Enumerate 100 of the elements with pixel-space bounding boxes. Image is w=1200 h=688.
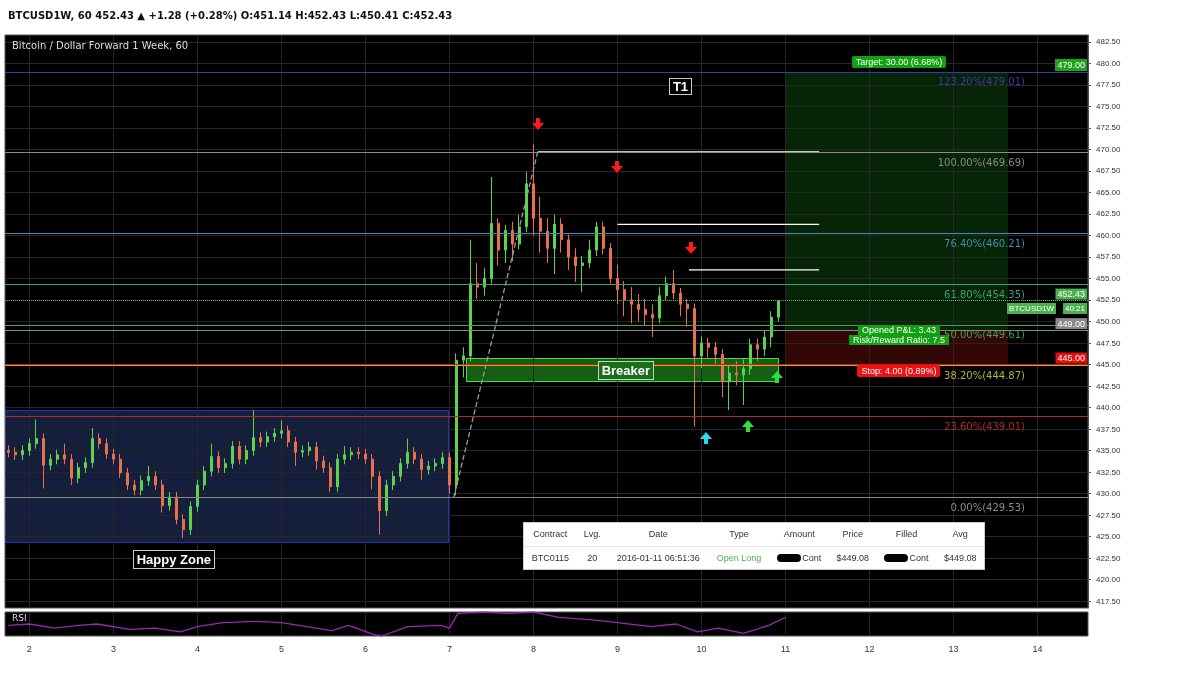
candlestick <box>707 337 710 359</box>
ref-line-label: 23.60%(439.01) <box>944 420 1026 432</box>
candlestick <box>595 221 598 257</box>
y-tick-label: 467.50 <box>1096 166 1122 176</box>
candlestick <box>231 440 234 470</box>
candlestick <box>112 448 115 465</box>
annotation: Price <box>842 529 864 540</box>
candlestick <box>357 446 360 460</box>
y-tick-label: 427.50 <box>1096 510 1122 520</box>
ref-line-label: 452.43 <box>1057 289 1085 300</box>
y-tick-label: 422.50 <box>1096 553 1122 563</box>
candlestick <box>441 451 444 470</box>
candlestick <box>224 457 227 474</box>
candlestick <box>679 287 682 317</box>
y-tick-label: 420.00 <box>1096 575 1122 585</box>
candlestick <box>658 286 661 324</box>
candlestick <box>259 431 262 448</box>
y-tick-label: 460.00 <box>1096 230 1122 240</box>
candlestick <box>413 446 416 465</box>
candlestick <box>385 479 388 517</box>
candlestick <box>273 427 276 443</box>
candlestick <box>287 425 290 448</box>
y-tick-label: 480.00 <box>1096 58 1122 68</box>
candlestick <box>329 462 332 493</box>
candlestick <box>476 262 479 300</box>
x-tick-label: 12 <box>864 643 875 654</box>
candlestick <box>567 234 570 271</box>
candlestick <box>126 467 129 491</box>
candlestick <box>574 247 577 283</box>
candlestick <box>525 171 528 233</box>
y-tick-label: 462.50 <box>1096 209 1122 219</box>
ref-line-label: 0.00%(429.53) <box>950 502 1026 514</box>
candlestick <box>98 432 101 450</box>
candlestick <box>154 470 157 491</box>
x-tick-label: 2 <box>26 643 32 654</box>
candlestick <box>651 303 654 338</box>
annotation: Filled <box>895 529 918 540</box>
y-tick-label: 457.50 <box>1096 252 1122 262</box>
candlestick <box>140 475 143 496</box>
candlestick <box>609 242 612 285</box>
candlestick <box>77 462 80 484</box>
candlestick <box>14 446 17 461</box>
candlestick <box>700 335 703 369</box>
candlestick <box>511 221 514 262</box>
y-tick-label: 442.50 <box>1096 381 1122 391</box>
annotation: Target: 30.00 (6.68%) <box>851 55 947 68</box>
candlestick <box>721 348 724 398</box>
candlestick <box>28 438 31 457</box>
candlestick <box>21 444 24 461</box>
y-tick-label: 470.00 <box>1096 144 1122 154</box>
candlestick <box>749 338 752 376</box>
candlestick <box>623 280 626 317</box>
candlestick <box>294 436 297 467</box>
y-tick-label: 452.50 <box>1096 295 1122 305</box>
candlestick <box>644 298 647 326</box>
candlestick <box>763 329 766 357</box>
candlestick <box>497 217 500 267</box>
candlestick <box>742 358 745 406</box>
candlestick <box>392 470 395 491</box>
candlestick <box>777 300 780 322</box>
candlestick <box>217 450 220 474</box>
candlestick <box>735 360 738 386</box>
candlestick <box>91 427 94 469</box>
candlestick <box>252 409 255 457</box>
annotation: Type <box>729 529 749 540</box>
annotation: Cont <box>802 552 822 563</box>
annotation: Date <box>648 529 668 540</box>
candlestick <box>315 441 318 470</box>
y-tick-label: 432.50 <box>1096 467 1122 477</box>
chart-subtitle: BTCUSD1W, 60 452.43 ▲ +1.28 (+0.28%) O:451.14 H:452.43 L:450.41 C:452.43 <box>8 10 453 21</box>
candlestick <box>203 465 206 491</box>
x-tick-label: 3 <box>110 643 116 654</box>
candlestick <box>588 239 591 269</box>
x-tick-label: 4 <box>194 643 200 654</box>
annotation: Open Long <box>716 552 762 563</box>
candlestick <box>714 341 717 366</box>
x-tick-label: 14 <box>1032 643 1043 654</box>
candlestick <box>539 196 542 254</box>
ref-line-label: 38.20%(444.87) <box>944 370 1026 382</box>
candlestick <box>105 438 108 460</box>
candlestick <box>518 214 521 250</box>
annotation: T1 <box>668 78 693 96</box>
candlestick <box>434 457 437 472</box>
x-tick-label: 10 <box>696 643 707 654</box>
annotation: Cont <box>909 552 929 563</box>
x-tick-label: 11 <box>780 643 791 654</box>
candlestick <box>427 460 430 476</box>
candlestick <box>35 419 38 450</box>
ref-line-label: 100.00%(469.69) <box>937 156 1026 168</box>
annotation: Lvg. <box>583 529 601 540</box>
x-tick-label: 6 <box>362 643 368 654</box>
candlestick <box>119 453 122 479</box>
candlestick <box>399 457 402 483</box>
y-tick-label: 455.00 <box>1096 273 1122 283</box>
candlestick <box>238 440 241 465</box>
ref-line-label: 449.00 <box>1057 318 1085 329</box>
candlestick <box>84 456 87 474</box>
x-tick-label: 5 <box>278 643 284 654</box>
candlestick <box>756 338 759 362</box>
y-tick-label: 440.00 <box>1096 403 1122 413</box>
